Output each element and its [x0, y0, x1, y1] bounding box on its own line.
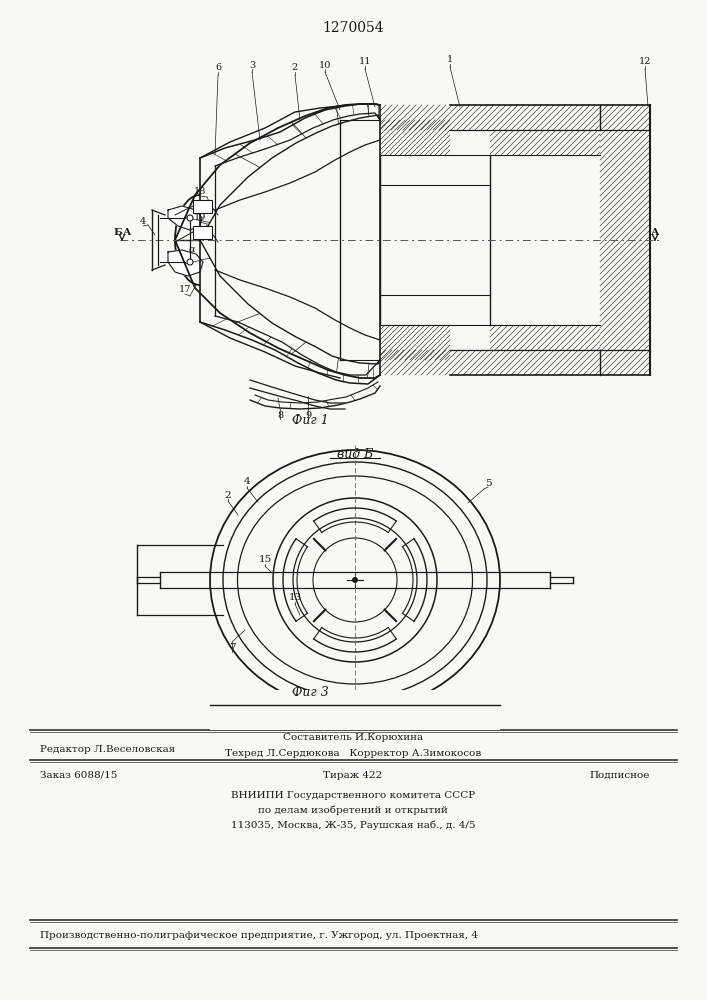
Text: Редактор Л.Веселовская: Редактор Л.Веселовская [40, 746, 175, 754]
Text: Производственно-полиграфическое предприятие, г. Ужгород, ул. Проектная, 4: Производственно-полиграфическое предприя… [40, 930, 478, 940]
Text: вид Б: вид Б [337, 448, 373, 462]
Text: Подписное: Подписное [590, 770, 650, 780]
Text: 1: 1 [447, 55, 453, 64]
Text: 19: 19 [194, 214, 206, 223]
Text: А: А [123, 228, 132, 237]
Text: 10: 10 [319, 60, 331, 70]
Text: 2: 2 [292, 64, 298, 73]
Bar [210, 690, 500, 730]
Text: 17: 17 [179, 286, 192, 294]
Text: А: А [650, 228, 659, 237]
Text: Б: Б [114, 228, 122, 237]
Polygon shape [168, 206, 202, 230]
Text: 6: 6 [215, 64, 221, 73]
Text: Заказ 6088/15: Заказ 6088/15 [40, 770, 117, 780]
Text: по делам изобретений и открытий: по делам изобретений и открытий [258, 805, 448, 815]
Text: 1270054: 1270054 [322, 21, 384, 35]
FancyBboxPatch shape [192, 226, 211, 238]
Text: 4: 4 [244, 478, 250, 487]
Text: 113035, Москва, Ж-35, Раушская наб., д. 4/5: 113035, Москва, Ж-35, Раушская наб., д. … [230, 820, 475, 830]
Text: 9: 9 [305, 410, 311, 420]
Polygon shape [168, 250, 203, 276]
Text: 5: 5 [485, 479, 491, 488]
Text: 7: 7 [228, 644, 235, 652]
Text: 13: 13 [288, 593, 302, 602]
Text: 2: 2 [225, 490, 231, 499]
Text: 3: 3 [249, 60, 255, 70]
Text: 18: 18 [194, 188, 206, 196]
Text: 12: 12 [638, 57, 651, 66]
Text: 11: 11 [358, 57, 371, 66]
Text: 8: 8 [277, 410, 283, 420]
Text: 15: 15 [258, 556, 271, 564]
Circle shape [352, 577, 358, 583]
Text: 4: 4 [140, 218, 146, 227]
Text: Тираж 422: Тираж 422 [323, 770, 382, 780]
Text: Техред Л.Сердюкова   Корректор А.Зимокосов: Техред Л.Сердюкова Корректор А.Зимокосов [225, 748, 481, 758]
Text: Фиг 1: Фиг 1 [291, 414, 328, 426]
Text: Фиг 3: Фиг 3 [291, 686, 328, 698]
Text: α: α [189, 245, 195, 254]
Circle shape [187, 215, 193, 221]
Text: ВНИИПИ Государственного комитета СССР: ВНИИПИ Государственного комитета СССР [231, 790, 475, 800]
Text: Составитель И.Корюхина: Составитель И.Корюхина [283, 734, 423, 742]
FancyBboxPatch shape [192, 200, 211, 213]
Circle shape [187, 259, 193, 265]
